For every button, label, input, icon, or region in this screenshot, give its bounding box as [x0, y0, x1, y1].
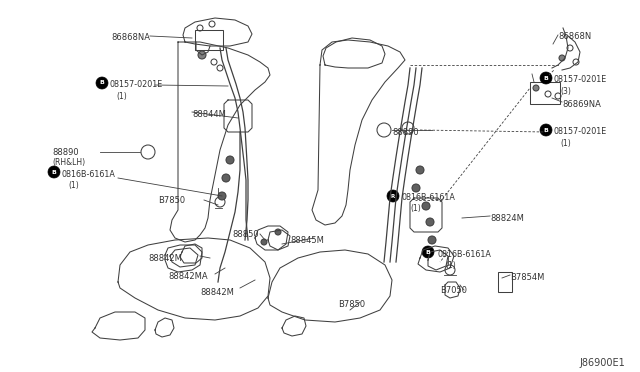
Text: 0816B-6161A: 0816B-6161A: [62, 170, 116, 179]
Text: 86868N: 86868N: [558, 32, 591, 41]
Text: 88842MA: 88842MA: [168, 272, 207, 281]
Text: B: B: [52, 170, 56, 174]
Text: B: B: [543, 76, 548, 80]
Circle shape: [48, 166, 60, 178]
Bar: [530, 82, 560, 104]
Text: 86869NA: 86869NA: [562, 100, 601, 109]
Bar: [498, 272, 512, 292]
Circle shape: [222, 174, 230, 182]
Circle shape: [96, 77, 108, 89]
Text: 0816B-6161A: 0816B-6161A: [437, 250, 491, 259]
Text: 08157-0201E: 08157-0201E: [554, 75, 607, 84]
Text: 88890: 88890: [52, 148, 79, 157]
Text: 88844M: 88844M: [192, 110, 226, 119]
Text: 86868NA: 86868NA: [111, 33, 150, 42]
Text: 0816B-6161A: 0816B-6161A: [402, 193, 456, 202]
Circle shape: [540, 124, 552, 136]
Circle shape: [422, 246, 434, 258]
Text: B7854M: B7854M: [510, 273, 545, 282]
Text: 88850: 88850: [232, 230, 259, 239]
Text: (1): (1): [445, 261, 456, 270]
Text: 88842M: 88842M: [148, 254, 182, 263]
Circle shape: [198, 51, 206, 59]
Bar: [195, 30, 223, 50]
Circle shape: [533, 85, 539, 91]
Text: (1): (1): [410, 204, 420, 213]
Text: 08157-0201E: 08157-0201E: [554, 127, 607, 136]
Circle shape: [559, 55, 565, 61]
Circle shape: [218, 192, 226, 200]
Text: B: B: [543, 128, 548, 132]
Text: (1): (1): [68, 181, 79, 190]
Circle shape: [422, 202, 430, 210]
Circle shape: [412, 184, 420, 192]
Text: J86900E1: J86900E1: [579, 358, 625, 368]
Text: B: B: [100, 80, 104, 86]
Circle shape: [416, 166, 424, 174]
Text: 08157-0201E: 08157-0201E: [110, 80, 163, 89]
Circle shape: [275, 229, 281, 235]
Circle shape: [426, 218, 434, 226]
Circle shape: [540, 72, 552, 84]
Circle shape: [226, 156, 234, 164]
Text: B: B: [426, 250, 431, 254]
Circle shape: [261, 239, 267, 245]
Text: 88845M: 88845M: [290, 236, 324, 245]
Circle shape: [387, 190, 399, 202]
Text: B7050: B7050: [440, 286, 467, 295]
Circle shape: [428, 236, 436, 244]
Text: 88842M: 88842M: [200, 288, 234, 297]
Text: (1): (1): [560, 139, 571, 148]
Text: B7850: B7850: [158, 196, 185, 205]
Text: 88824M: 88824M: [490, 214, 524, 223]
Text: (RH&LH): (RH&LH): [52, 158, 85, 167]
Text: (3): (3): [560, 87, 571, 96]
Text: (1): (1): [116, 92, 127, 101]
Text: 88890: 88890: [392, 128, 419, 137]
Text: B7850: B7850: [338, 300, 365, 309]
Text: R: R: [391, 193, 395, 199]
